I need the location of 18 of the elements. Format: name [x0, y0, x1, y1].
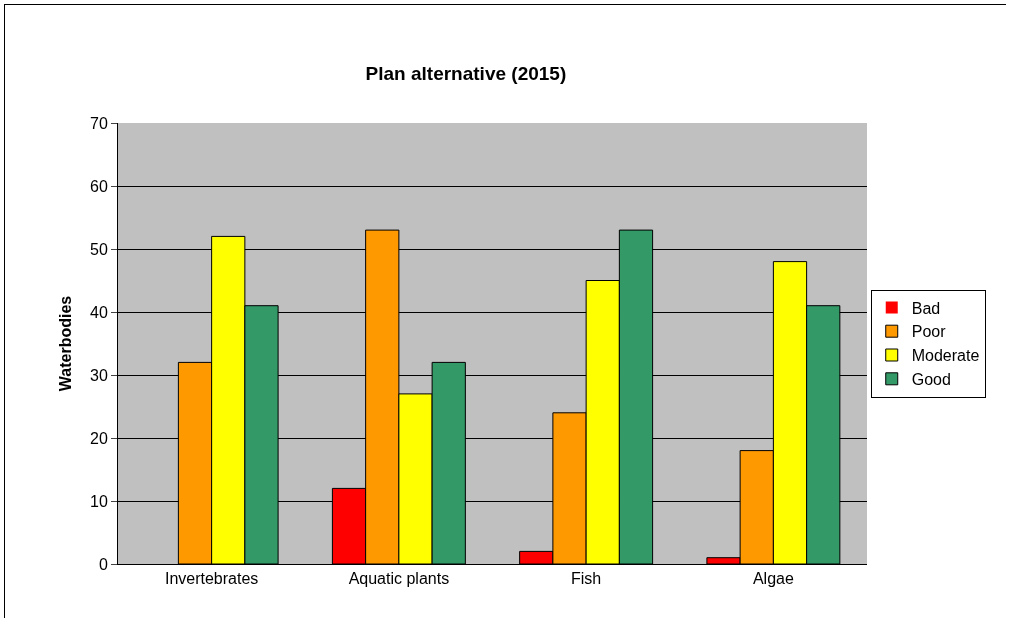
y-tick-label: 40 [90, 303, 108, 321]
y-tick-label: 10 [90, 492, 108, 510]
y-tick-label: 60 [90, 177, 108, 195]
y-tick-label: 20 [90, 429, 108, 447]
legend-label: Good [911, 371, 951, 389]
x-tick-label: Invertebrates [164, 570, 259, 588]
x-tick-label: Fish [571, 570, 602, 588]
legend-label: Moderate [911, 347, 980, 365]
legend-label: Poor [911, 323, 947, 341]
x-tick-label: Aquatic plants [348, 570, 450, 588]
legend-label: Bad [911, 299, 941, 317]
y-tick-label: 0 [98, 555, 108, 573]
y-tick-label: 30 [90, 366, 108, 384]
y-tick-label: 70 [90, 114, 108, 132]
chart-title: Plan alternative (2015) [365, 62, 567, 84]
y-tick-label: 50 [90, 240, 108, 258]
y-axis-title: Waterbodies [56, 295, 74, 392]
x-tick-label: Algae [752, 570, 794, 588]
